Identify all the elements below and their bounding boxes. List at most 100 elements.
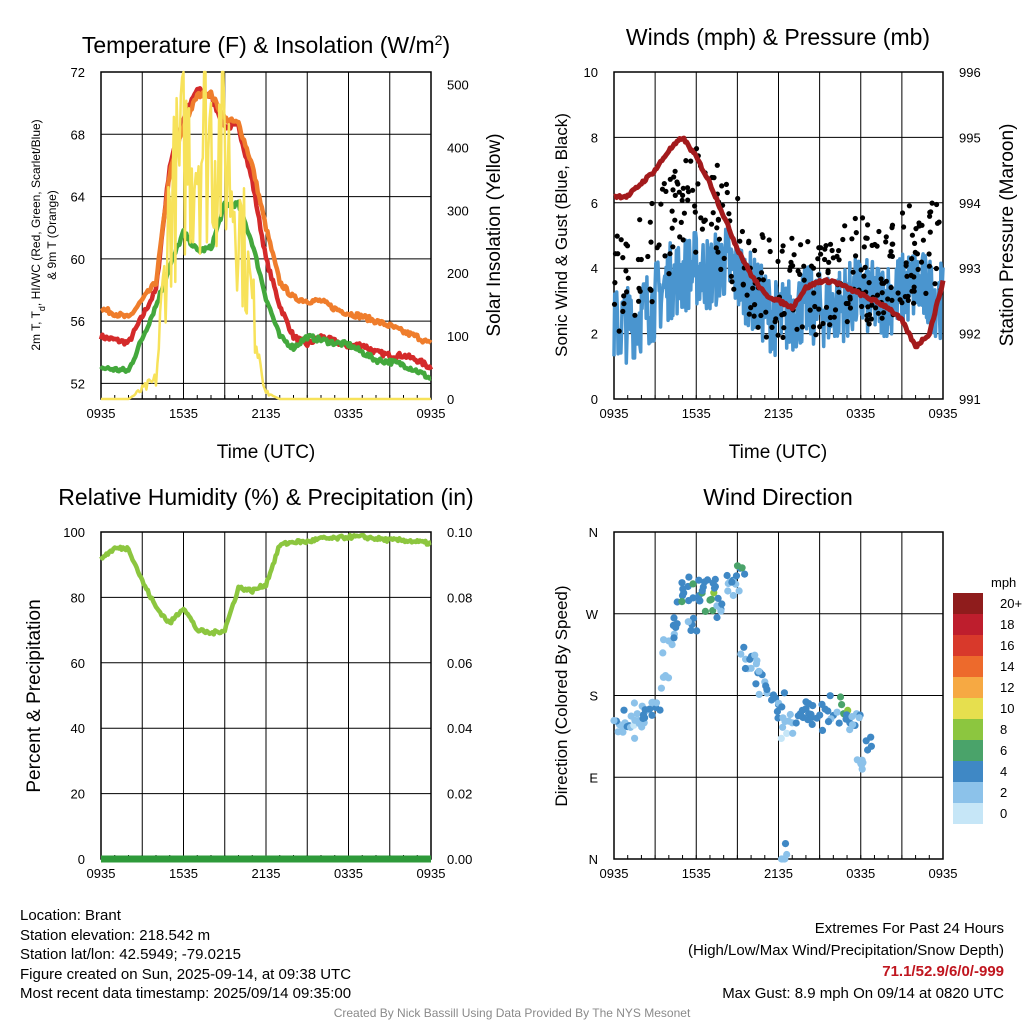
x-tick-label: 2135 bbox=[252, 406, 281, 421]
direction-point bbox=[641, 706, 649, 714]
direction-point bbox=[740, 643, 748, 651]
gust-point bbox=[692, 203, 698, 209]
gust-point bbox=[815, 256, 821, 262]
gust-point bbox=[636, 285, 642, 291]
pressure-tick-label: 991 bbox=[959, 392, 981, 407]
gust-point bbox=[739, 228, 746, 235]
gust-point bbox=[693, 249, 699, 255]
gust-point bbox=[827, 322, 833, 328]
gust-point bbox=[669, 225, 675, 231]
direction-point bbox=[751, 651, 759, 659]
wind-tick-label: 4 bbox=[591, 261, 598, 276]
gust-point bbox=[688, 158, 694, 164]
gust-point bbox=[744, 292, 750, 298]
gust-point bbox=[927, 209, 933, 215]
station-latlon: Station lat/lon: 42.5949; -79.0215 bbox=[20, 946, 242, 963]
gust-point bbox=[876, 228, 882, 235]
gust-point bbox=[614, 233, 620, 239]
pressure-tick-label: 994 bbox=[959, 196, 981, 211]
gust-point bbox=[919, 222, 925, 228]
gust-point bbox=[683, 158, 689, 164]
direction-point bbox=[752, 680, 760, 688]
gust-point bbox=[731, 286, 737, 292]
y2-axis-label: Solar Insolation (Yellow) bbox=[484, 133, 505, 336]
legend-swatch bbox=[953, 740, 983, 761]
gust-point bbox=[670, 187, 676, 193]
direction-point bbox=[693, 627, 701, 635]
direction-point bbox=[620, 706, 628, 714]
series-line-0 bbox=[98, 86, 434, 371]
gust-point bbox=[636, 298, 642, 304]
gust-point bbox=[853, 230, 859, 236]
gust-point bbox=[647, 286, 653, 292]
direction-point bbox=[684, 618, 692, 626]
direction-point bbox=[867, 742, 876, 750]
y-axis-label: Direction (Colored By Speed) bbox=[552, 585, 571, 806]
gust-point bbox=[621, 293, 627, 299]
x-tick-label: 2135 bbox=[764, 866, 793, 881]
gust-point bbox=[826, 259, 832, 265]
gust-point bbox=[680, 192, 686, 198]
wind-frame bbox=[613, 71, 944, 400]
gust-point bbox=[911, 274, 917, 280]
gust-point bbox=[624, 243, 631, 249]
station-location: Location: Brant bbox=[20, 907, 121, 924]
direction-point bbox=[680, 589, 688, 597]
gust-point bbox=[669, 208, 675, 214]
direction-point bbox=[780, 689, 789, 697]
legend-title: mph bbox=[991, 575, 1016, 590]
gust-point bbox=[926, 251, 932, 257]
y2-axis-label: Station Pressure (Maroon) bbox=[997, 124, 1018, 347]
series-line-wind bbox=[612, 227, 945, 365]
temperature-panel: Temperature (F) & Insolation (W/m2) 0935 1… bbox=[29, 32, 505, 463]
gust-point bbox=[849, 236, 855, 242]
gust-point bbox=[822, 256, 828, 263]
most-recent-data: Most recent data timestamp: 2025/09/14 0… bbox=[20, 985, 352, 1002]
direction-point bbox=[816, 711, 824, 719]
direction-point bbox=[723, 571, 731, 580]
gust-point bbox=[716, 236, 723, 242]
legend-swatch bbox=[953, 614, 983, 635]
direction-point bbox=[713, 613, 721, 622]
direction-point bbox=[687, 626, 695, 635]
temp-tick-label: 60 bbox=[71, 252, 85, 267]
gust-point bbox=[816, 306, 822, 312]
gust-point bbox=[927, 229, 933, 235]
gust-point bbox=[827, 314, 834, 321]
gust-point bbox=[906, 203, 913, 209]
rh-tick-label: 60 bbox=[71, 656, 85, 671]
x-tick-label: 0935 bbox=[600, 866, 629, 881]
chart-title: Temperature (F) & Insolation (W/m2) bbox=[82, 32, 450, 58]
gust-point bbox=[864, 317, 870, 323]
gust-point bbox=[775, 258, 781, 264]
direction-point bbox=[737, 650, 745, 658]
gust-point bbox=[620, 255, 626, 261]
direction-point bbox=[741, 570, 749, 578]
gust-point bbox=[763, 334, 770, 340]
gust-point bbox=[926, 263, 933, 269]
x-tick-label: 0335 bbox=[334, 866, 363, 881]
gust-point bbox=[831, 314, 837, 320]
direction-point bbox=[711, 575, 719, 584]
gust-point bbox=[758, 270, 765, 276]
gust-point bbox=[883, 239, 889, 245]
gust-point bbox=[799, 324, 805, 330]
station-info: Location: Brant Station elevation: 218.5… bbox=[20, 906, 351, 1004]
direction-point bbox=[747, 664, 755, 672]
direction-point bbox=[842, 715, 850, 723]
legend-swatch bbox=[953, 635, 983, 656]
gust-point bbox=[836, 248, 842, 254]
gust-point bbox=[929, 200, 935, 206]
gust-point bbox=[710, 210, 716, 216]
direction-point bbox=[670, 634, 678, 642]
direction-point bbox=[763, 685, 771, 694]
gust-point bbox=[670, 244, 676, 250]
gust-point bbox=[902, 294, 908, 300]
gust-point bbox=[847, 296, 853, 302]
x-tick-label: 1535 bbox=[682, 866, 711, 881]
direction-point bbox=[610, 717, 618, 725]
direction-point bbox=[659, 649, 667, 657]
gust-point bbox=[719, 183, 725, 189]
gust-point bbox=[708, 221, 715, 227]
